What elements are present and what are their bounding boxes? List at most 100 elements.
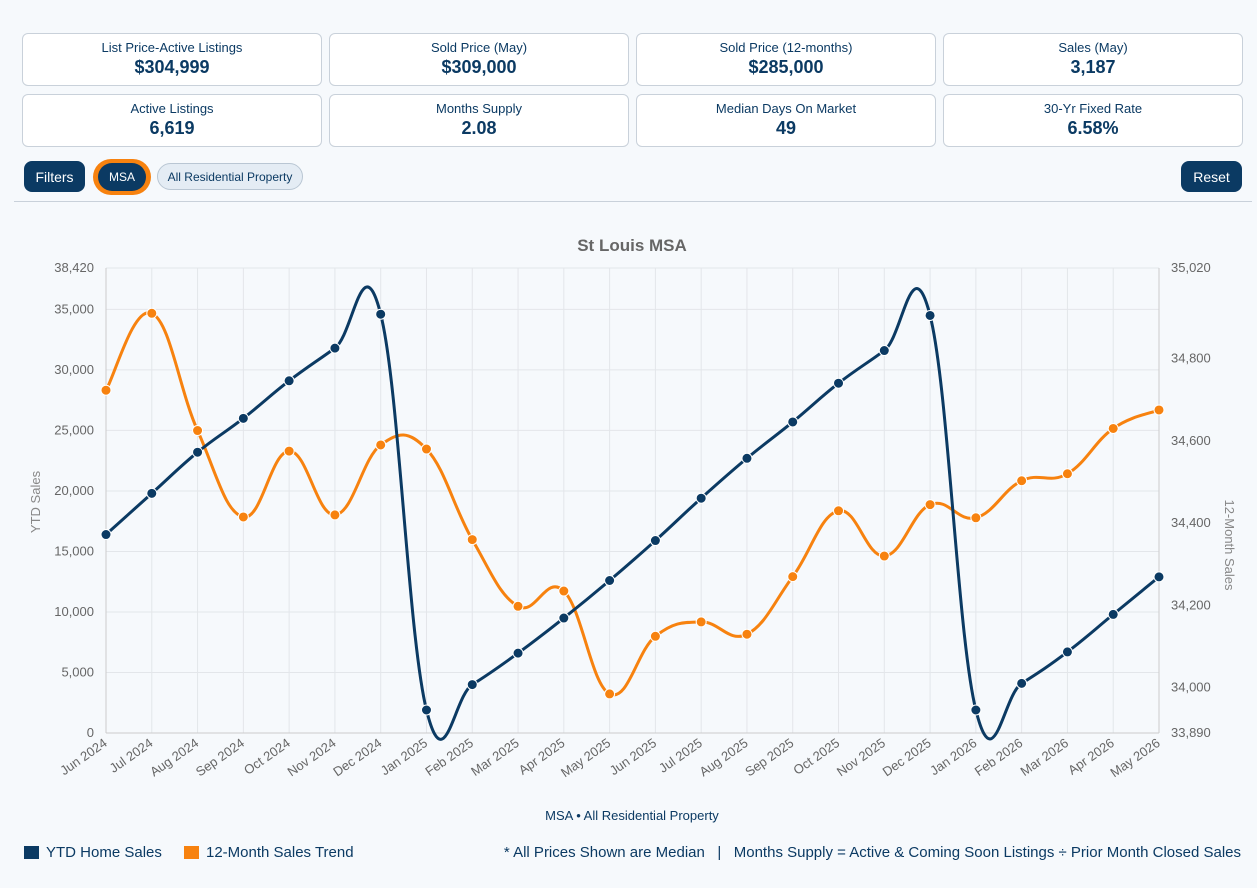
data-point-trend bbox=[970, 512, 982, 524]
y-axis-title: YTD Sales bbox=[28, 470, 43, 533]
x-tick-label: Jan 2025 bbox=[378, 735, 430, 778]
filters-button[interactable]: Filters bbox=[24, 161, 85, 192]
stat-card-sold-price-12m: Sold Price (12-months) $285,000 bbox=[636, 33, 936, 86]
chart-title: St Louis MSA bbox=[577, 236, 687, 255]
x-tick-label: Feb 2025 bbox=[422, 735, 476, 779]
data-point-ytd bbox=[1061, 646, 1073, 658]
chart-axes: 0 5,000 10,000 15,000 20,000 25,000 30,000 35,0… bbox=[54, 260, 1211, 780]
data-point-trend bbox=[1153, 404, 1165, 416]
stat-label: Sold Price (May) bbox=[430, 40, 528, 55]
property-type-chip[interactable]: All Residential Property bbox=[157, 163, 303, 190]
stat-label: Sold Price (12-months) bbox=[719, 40, 853, 55]
data-point-trend bbox=[787, 571, 799, 583]
x-tick-label: Aug 2025 bbox=[696, 735, 750, 779]
data-point-ytd bbox=[924, 309, 936, 321]
data-point-trend bbox=[146, 307, 158, 319]
x-tick-label: Dec 2024 bbox=[330, 735, 384, 779]
stat-label: Median Days On Market bbox=[715, 101, 857, 116]
data-point-trend bbox=[100, 384, 112, 396]
x-tick-label: Oct 2025 bbox=[790, 735, 842, 778]
y2-axis-title: 12-Month Sales bbox=[1222, 499, 1237, 591]
legend-label-trend: 12-Month Sales Trend bbox=[206, 844, 354, 861]
data-point-trend bbox=[283, 445, 295, 457]
stat-value: $304,999 bbox=[134, 57, 210, 77]
y2-tick-label: 33,890 bbox=[1171, 725, 1211, 740]
data-point-ytd bbox=[1016, 677, 1028, 689]
y2-tick-label: 34,000 bbox=[1171, 680, 1211, 695]
data-point-trend bbox=[329, 509, 341, 521]
stat-label: 30-Yr Fixed Rate bbox=[1043, 101, 1143, 116]
data-point-trend bbox=[695, 616, 707, 628]
stat-value: 6.58% bbox=[1067, 118, 1119, 138]
y-tick-label: 5,000 bbox=[61, 664, 94, 679]
x-tick-label: Mar 2026 bbox=[1018, 735, 1072, 779]
data-point-ytd bbox=[1107, 608, 1119, 620]
data-point-ytd bbox=[695, 492, 707, 504]
data-point-trend bbox=[466, 534, 478, 546]
y-tick-label: 10,000 bbox=[54, 604, 94, 619]
stat-card-months-supply: Months Supply 2.08 bbox=[329, 94, 629, 147]
x-tick-label: Aug 2024 bbox=[147, 735, 201, 779]
stat-value: 6,619 bbox=[149, 118, 195, 138]
data-point-ytd bbox=[649, 535, 661, 547]
stat-value: 49 bbox=[775, 118, 797, 138]
data-point-ytd bbox=[192, 446, 204, 458]
x-tick-label: Nov 2024 bbox=[284, 735, 338, 779]
legend-swatch-trend bbox=[184, 846, 199, 859]
x-tick-label: Sep 2024 bbox=[193, 735, 247, 779]
stat-label: Months Supply bbox=[436, 101, 522, 116]
x-tick-label: Jun 2025 bbox=[607, 735, 659, 778]
data-point-ytd bbox=[466, 679, 478, 691]
data-point-ytd bbox=[558, 612, 570, 624]
y-tick-label: 35,000 bbox=[54, 301, 94, 316]
stat-card-fixed-rate: 30-Yr Fixed Rate 6.58% bbox=[943, 94, 1243, 147]
y-tick-label: 25,000 bbox=[54, 422, 94, 437]
data-point-trend bbox=[924, 499, 936, 511]
legend-item-ytd[interactable]: YTD Home Sales bbox=[24, 844, 162, 861]
data-point-trend bbox=[375, 439, 387, 451]
stat-value: $309,000 bbox=[441, 57, 517, 77]
stat-label: Sales (May) bbox=[1058, 40, 1128, 55]
data-point-ytd bbox=[375, 308, 387, 320]
data-point-trend bbox=[512, 600, 524, 612]
data-point-ytd bbox=[420, 704, 432, 716]
y2-tick-label: 35,020 bbox=[1171, 260, 1211, 275]
y-tick-label: 30,000 bbox=[54, 362, 94, 377]
y-tick-label: 0 bbox=[87, 725, 94, 740]
stat-value: 3,187 bbox=[1070, 57, 1116, 77]
data-point-ytd bbox=[604, 575, 616, 587]
data-point-ytd bbox=[329, 342, 341, 354]
data-point-ytd bbox=[283, 375, 295, 387]
data-point-ytd bbox=[833, 377, 845, 389]
data-point-ytd bbox=[878, 345, 890, 357]
legend-label-ytd: YTD Home Sales bbox=[46, 844, 162, 861]
divider bbox=[14, 201, 1252, 202]
y2-tick-label: 34,200 bbox=[1171, 597, 1211, 612]
x-tick-label: Oct 2024 bbox=[241, 735, 293, 778]
stat-card-sold-price-may: Sold Price (May) $309,000 bbox=[329, 33, 629, 86]
data-point-trend bbox=[192, 425, 204, 437]
data-point-trend bbox=[649, 630, 661, 642]
msa-chip[interactable]: MSA bbox=[98, 163, 146, 191]
legend-item-trend[interactable]: 12-Month Sales Trend bbox=[184, 844, 354, 861]
stat-card-active-listings: Active Listings 6,619 bbox=[22, 94, 322, 147]
stat-card-days-on-market: Median Days On Market 49 bbox=[636, 94, 936, 147]
y2-tick-label: 34,800 bbox=[1171, 351, 1211, 366]
data-point-ytd bbox=[741, 452, 753, 464]
x-tick-label: Feb 2026 bbox=[972, 735, 1026, 779]
x-tick-label: May 2026 bbox=[1107, 735, 1162, 780]
x-tick-label: Jun 2024 bbox=[57, 735, 109, 778]
data-point-trend bbox=[558, 585, 570, 597]
stat-label: List Price-Active Listings bbox=[101, 40, 243, 55]
series-line-trend bbox=[104, 311, 1160, 697]
chart-grid bbox=[105, 267, 1160, 734]
reset-button[interactable]: Reset bbox=[1181, 161, 1242, 192]
data-point-trend bbox=[237, 511, 249, 523]
stat-value: $285,000 bbox=[748, 57, 824, 77]
chart-series bbox=[100, 285, 1165, 741]
chart-subtitle: MSA • All Residential Property bbox=[545, 808, 719, 823]
data-point-trend bbox=[741, 628, 753, 640]
data-point-ytd bbox=[1153, 571, 1165, 583]
x-tick-label: Mar 2025 bbox=[468, 735, 522, 779]
